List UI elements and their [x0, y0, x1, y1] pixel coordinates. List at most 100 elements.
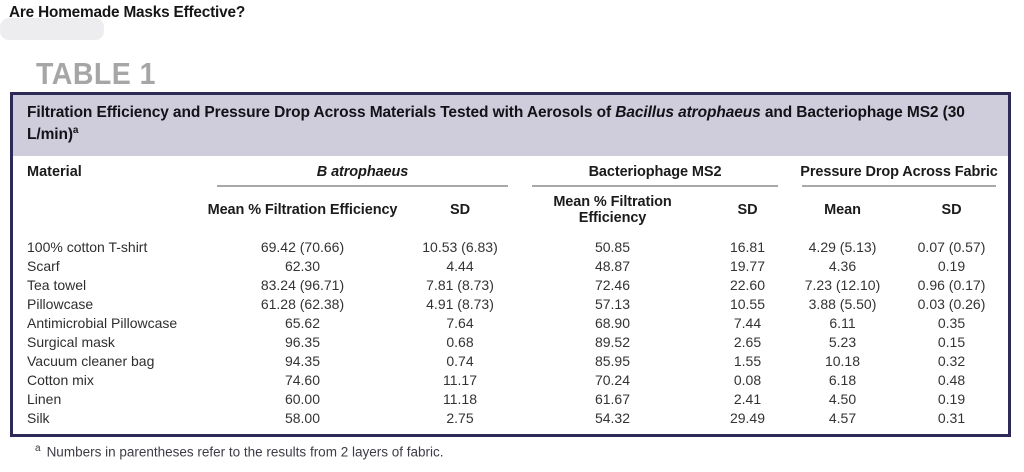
value-cell: 54.32	[594, 410, 631, 427]
table-title: Filtration Efficiency and Pressure Drop …	[13, 95, 1008, 157]
table-title-tail: and Bacteriophage MS2 (30 L/min)	[27, 104, 965, 144]
material-cell: Surgical mask	[27, 334, 115, 351]
column-header-pd-mean: Mean	[824, 202, 861, 219]
table-row: Tea towel 83.24 (96.71) 7.81 (8.73) 72.46 22…	[13, 276, 1008, 295]
group-label: Bacteriophage MS2	[588, 164, 722, 181]
table-row: Surgical mask 96.35 0.68 89.52 2.65 5.23 0.15	[13, 333, 1008, 352]
value-cell: 61.28 (62.38)	[260, 296, 345, 313]
material-cell: Linen	[27, 391, 62, 408]
value-cell: 58.00	[284, 410, 321, 427]
value-cell: 50.85	[594, 239, 631, 256]
value-cell: 0.19	[937, 391, 966, 408]
table-body: 100% cotton T-shirt 69.42 (70.66) 10.53 (6…	[13, 238, 1008, 434]
value-cell: 29.49	[729, 410, 766, 427]
value-cell: 83.24 (96.71)	[260, 277, 345, 294]
value-cell: 2.65	[733, 334, 762, 351]
value-cell: 0.15	[937, 334, 966, 351]
running-head: Are Homemade Masks Effective?	[9, 4, 246, 21]
value-cell: 22.60	[729, 277, 766, 294]
value-cell: 10.55	[729, 296, 766, 313]
footnote-text: Numbers in parentheses refer to the resu…	[46, 444, 444, 460]
value-cell: 3.88 (5.50)	[808, 296, 877, 313]
table-title-footnote-marker: a	[72, 125, 79, 137]
value-cell: 0.07 (0.57)	[917, 239, 986, 256]
value-cell: 0.08	[733, 372, 762, 389]
group-header-pressure-drop: Pressure Drop Across Fabric	[790, 156, 1008, 188]
value-cell: 4.44	[446, 258, 474, 275]
material-cell: Tea towel	[27, 277, 87, 294]
value-cell: 65.62	[284, 315, 321, 332]
value-cell: 74.60	[284, 372, 321, 389]
value-cell: 60.00	[284, 391, 321, 408]
value-cell: 11.18	[443, 391, 477, 408]
column-header-material: Material	[27, 164, 82, 181]
material-cell: 100% cotton T-shirt	[27, 239, 148, 256]
footnote-marker: a	[35, 443, 41, 454]
material-cell: Antimicrobial Pillowcase	[27, 315, 178, 332]
column-header-ms2-mean: Mean % Filtration Efficiency	[553, 194, 672, 227]
group-rule	[532, 185, 778, 188]
value-cell: 16.81	[729, 239, 766, 256]
value-cell: 0.35	[937, 315, 966, 332]
table-row: Scarf 62.30 4.44 48.87 19.77 4.36 0.19	[13, 257, 1008, 276]
value-cell: 0.32	[937, 353, 966, 370]
value-cell: 5.23	[828, 334, 857, 351]
table-header: Material B atrophaeus Bacteriophage MS2 …	[13, 156, 1008, 238]
value-cell: 96.35	[284, 334, 321, 351]
value-cell: 11.17	[443, 372, 477, 389]
table-row: 100% cotton T-shirt 69.42 (70.66) 10.53 (6…	[13, 238, 1008, 257]
value-cell: 7.23 (12.10)	[804, 277, 881, 294]
value-cell: 2.41	[733, 391, 762, 408]
table-footnote: a Numbers in parentheses refer to the res…	[35, 443, 443, 460]
material-cell: Pillowcase	[27, 296, 94, 313]
table-row: Cotton mix 74.60 11.17 70.24 0.08 6.18 0.48	[13, 371, 1008, 390]
table-row: Linen 60.00 11.18 61.67 2.41 4.50 0.19	[13, 390, 1008, 409]
value-cell: 0.03 (0.26)	[917, 296, 986, 313]
value-cell: 85.95	[594, 353, 631, 370]
value-cell: 7.81 (8.73)	[426, 277, 494, 294]
value-cell: 0.96 (0.17)	[917, 277, 986, 294]
group-rule	[217, 185, 508, 188]
table-row: Antimicrobial Pillowcase 65.62 7.64 68.90 7.…	[13, 314, 1008, 333]
material-cell: Scarf	[27, 258, 60, 275]
page-smudge	[0, 18, 104, 40]
value-cell: 70.24	[594, 372, 631, 389]
column-header-pd-sd: SD	[941, 202, 962, 219]
material-cell: Cotton mix	[27, 372, 94, 389]
value-cell: 1.55	[733, 353, 762, 370]
value-cell: 62.30	[284, 258, 321, 275]
column-header-batroph-sd: SD	[450, 202, 470, 219]
value-cell: 57.13	[594, 296, 631, 313]
value-cell: 4.50	[828, 391, 857, 408]
group-header-b-atrophaeus: B atrophaeus	[205, 156, 520, 188]
value-cell: 4.36	[828, 258, 857, 275]
value-cell: 2.75	[446, 410, 474, 427]
value-cell: 68.90	[594, 315, 631, 332]
sub-header-row: Mean % Filtration Efficiency SD Mean % F…	[13, 187, 1008, 238]
column-header-ms2-sd: SD	[737, 202, 758, 219]
table-row: Pillowcase 61.28 (62.38) 4.91 (8.73) 57.13 1…	[13, 295, 1008, 314]
value-cell: 4.57	[828, 410, 857, 427]
value-cell: 0.74	[446, 353, 474, 370]
value-cell: 6.18	[828, 372, 857, 389]
filtration-table: Material B atrophaeus Bacteriophage MS2 …	[13, 156, 1008, 434]
table-row: Silk 58.00 2.75 54.32 29.49 4.57 0.31	[13, 409, 1008, 434]
material-cell: Vacuum cleaner bag	[27, 353, 155, 370]
group-label: B atrophaeus	[316, 164, 409, 181]
value-cell: 0.31	[937, 410, 966, 427]
group-header-row: Material B atrophaeus Bacteriophage MS2 …	[13, 156, 1008, 188]
value-cell: 61.67	[594, 391, 631, 408]
table-title-text: Filtration Efficiency and Pressure Drop …	[27, 104, 616, 121]
table-title-species: Bacillus atrophaeus	[615, 104, 761, 121]
value-cell: 10.53 (6.83)	[422, 239, 498, 256]
column-header-batroph-mean: Mean % Filtration Efficiency	[207, 202, 398, 219]
value-cell: 4.29 (5.13)	[808, 239, 877, 256]
value-cell: 94.35	[284, 353, 321, 370]
table-1-container: Filtration Efficiency and Pressure Drop …	[10, 92, 1011, 437]
value-cell: 72.46	[594, 277, 631, 294]
value-cell: 6.11	[829, 315, 856, 332]
value-cell: 7.64	[446, 315, 474, 332]
value-cell: 4.91 (8.73)	[426, 296, 494, 313]
value-cell: 19.77	[729, 258, 766, 275]
value-cell: 89.52	[594, 334, 631, 351]
